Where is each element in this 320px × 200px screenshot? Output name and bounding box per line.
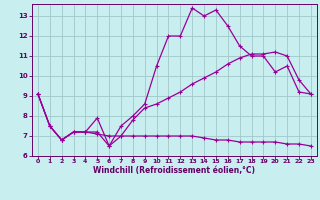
X-axis label: Windchill (Refroidissement éolien,°C): Windchill (Refroidissement éolien,°C) — [93, 166, 255, 175]
